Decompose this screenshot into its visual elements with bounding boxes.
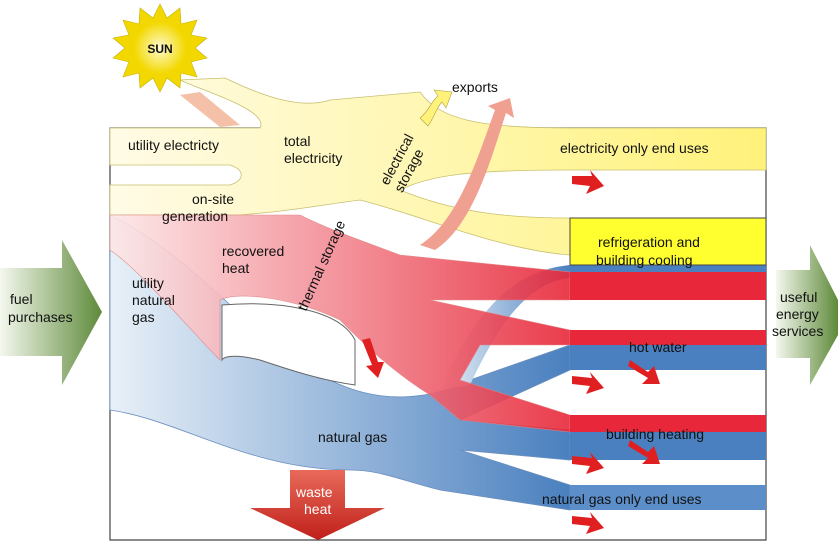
heat-flow	[109, 214, 571, 433]
label: hot water	[629, 339, 687, 355]
label: utility natural gas	[132, 275, 175, 325]
label: on-site generation	[162, 191, 234, 224]
label: fuel purchases	[8, 291, 73, 325]
decor-arrows	[362, 170, 660, 534]
heat-up	[420, 98, 514, 250]
heat-out	[570, 415, 766, 432]
storage-loop	[221, 303, 356, 386]
gas-out	[570, 430, 766, 460]
exports-arrow	[419, 89, 453, 127]
label: electricity only end uses	[560, 140, 709, 156]
label: refrigeration and building cooling	[596, 234, 700, 268]
sun-input	[180, 92, 240, 127]
label: utility electricty	[128, 137, 219, 153]
refrigeration-box	[569, 217, 767, 266]
label: waste heat	[295, 484, 333, 517]
label: building heating	[606, 426, 704, 442]
label: total electricity	[284, 133, 342, 166]
label: SUN	[147, 42, 172, 56]
gas-to-cooling	[440, 265, 570, 390]
label: recovered heat	[222, 243, 284, 276]
heat-out	[570, 330, 766, 345]
fuel-arrow	[0, 240, 102, 385]
useful-arrow	[776, 245, 838, 385]
label: exports	[452, 79, 498, 95]
gas-out	[570, 485, 766, 510]
heat-out	[570, 272, 766, 300]
label: natural gas	[318, 429, 387, 445]
sun: SUN	[112, 3, 208, 93]
gas-out	[570, 345, 766, 370]
label: natural gas only end uses	[542, 491, 702, 507]
label: useful energy services	[772, 289, 823, 339]
waste-heat-arrow	[250, 470, 385, 540]
electricity-flow	[109, 77, 767, 256]
